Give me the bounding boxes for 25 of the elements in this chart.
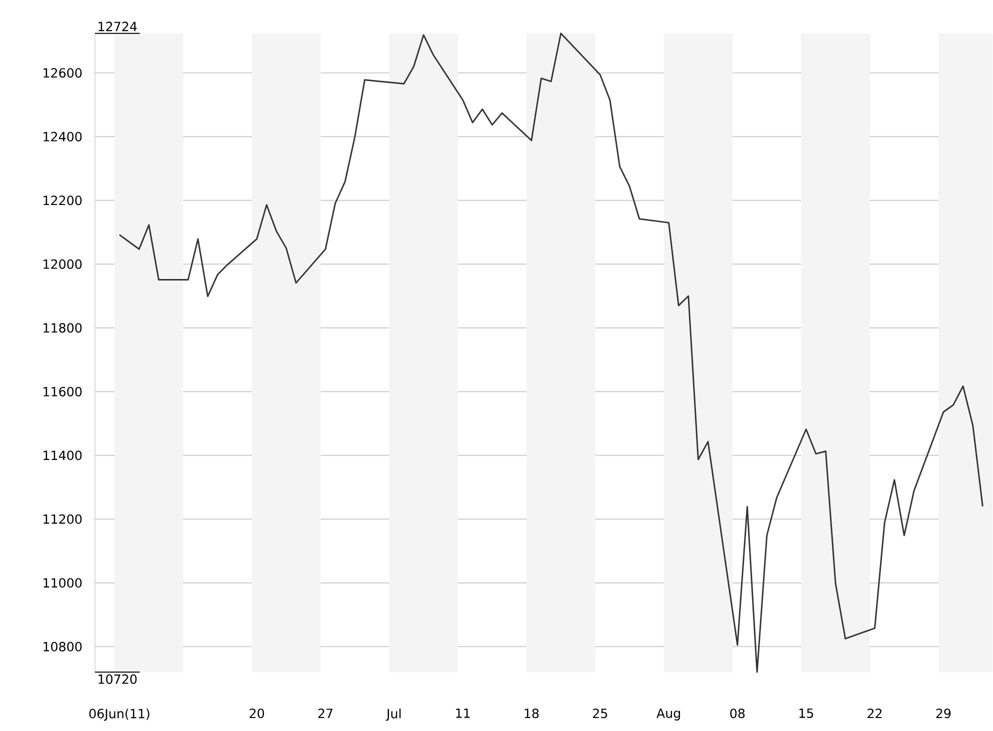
y-tick-label: 12000 bbox=[44, 260, 82, 270]
x-tick-label: Jul bbox=[386, 708, 401, 721]
x-tick-label: 18 bbox=[524, 708, 539, 718]
annotation: 10720 bbox=[98, 674, 137, 684]
x-tick-label: 11 bbox=[456, 708, 470, 718]
x-tick-label: 20 bbox=[250, 708, 264, 718]
y-tick-label: 12400 bbox=[44, 132, 82, 142]
y-tick-label: 11800 bbox=[44, 323, 82, 333]
y-tick-label: 12200 bbox=[44, 196, 82, 206]
x-tick-label: 27 bbox=[318, 708, 332, 718]
x-tick-label: 15 bbox=[799, 708, 814, 718]
y-tick-label: 11000 bbox=[44, 578, 82, 588]
x-tick-label: 22 bbox=[868, 708, 882, 718]
line-series bbox=[118, 32, 984, 674]
x-tick-label: 25 bbox=[592, 708, 608, 718]
x-tick-label: 06Jun(11) bbox=[89, 708, 150, 721]
x-tick-label: Aug bbox=[656, 708, 680, 721]
y-tick-label: 11600 bbox=[44, 387, 82, 397]
y-tick-label: 12600 bbox=[44, 68, 82, 78]
x-tick-label: 29 bbox=[936, 708, 951, 718]
x-tick-label: 08 bbox=[730, 708, 745, 718]
y-tick-label: 10800 bbox=[44, 642, 82, 652]
y-tick-label: 11400 bbox=[44, 450, 82, 460]
y-tick-label: 11200 bbox=[44, 514, 82, 524]
annotation: 12724 bbox=[98, 22, 137, 32]
